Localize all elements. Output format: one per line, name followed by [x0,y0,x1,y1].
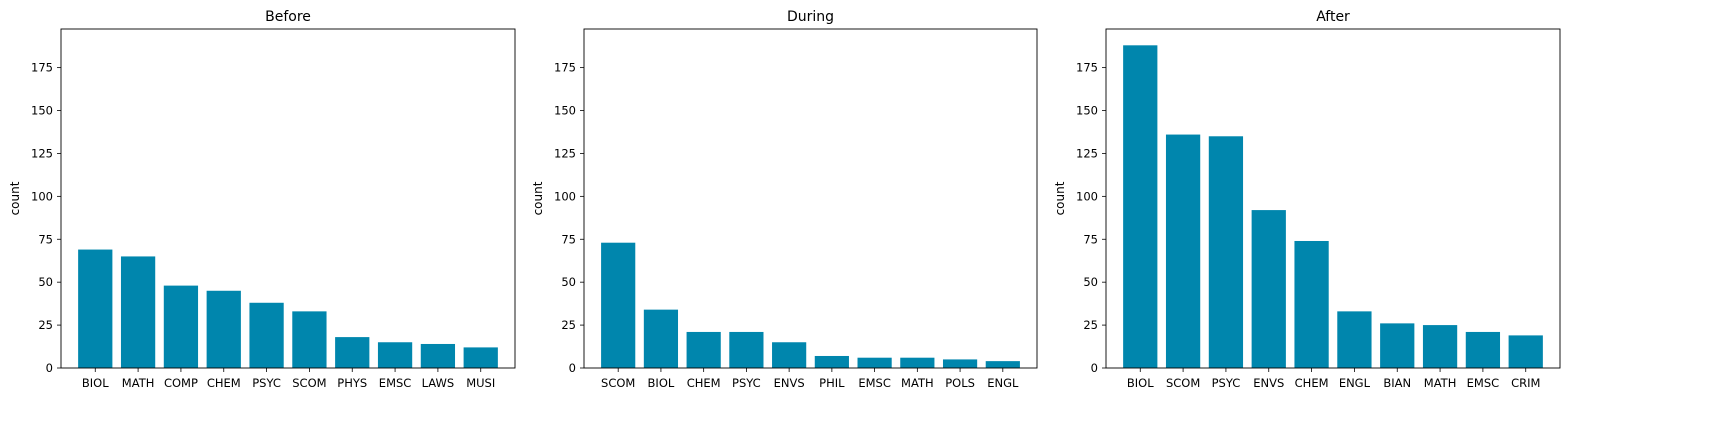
x-tick-label: ENGL [987,376,1019,390]
y-tick-label: 75 [38,232,53,246]
bar-biol [78,249,113,368]
bar-emsc [377,342,413,368]
chart-title: After [1316,9,1350,25]
bar-phil [814,355,849,368]
bar-biol [1123,45,1158,369]
y-tick-label: 50 [561,275,576,289]
x-tick-label: POLS [945,376,975,390]
y-tick-label: 125 [1076,146,1098,160]
y-axis-label: count [8,181,22,215]
bar-psyc [249,302,284,368]
y-tick-label: 175 [1076,61,1098,75]
x-tick-label: LAWS [422,376,455,390]
y-tick-label: 75 [561,232,576,246]
x-tick-label: BIOL [1127,376,1154,390]
x-tick-label: CHEM [1295,376,1329,390]
bar-emsc [857,357,892,368]
x-tick-label: COMP [164,376,198,390]
y-tick-label: 150 [554,104,576,118]
bar-math [120,256,156,368]
bar-crim [1508,335,1543,368]
y-tick-label: 0 [46,361,53,375]
bar-math [1422,325,1458,368]
plot-frame [583,28,1038,369]
x-tick-label: PHIL [819,376,845,390]
y-tick-label: 25 [38,318,53,332]
y-tick-label: 125 [31,146,53,160]
bar-engl [985,361,1020,368]
y-tick-label: 175 [554,61,576,75]
chart-title: During [787,9,834,25]
x-tick-label: MATH [122,376,155,390]
bar-envs [772,342,807,368]
bar-comp [163,285,199,368]
bar-math [900,357,935,368]
x-tick-label: PSYC [732,376,761,390]
x-tick-label: ENGL [1339,376,1371,390]
x-tick-label: EMSC [858,376,891,390]
bar-psyc [1208,136,1244,368]
plot-frame [60,28,516,369]
y-tick-label: 25 [1083,318,1098,332]
plot-frame [1105,28,1561,369]
y-tick-label: 50 [38,275,53,289]
x-tick-label: BIOL [82,376,109,390]
bar-scom [601,242,636,368]
x-tick-label: EMSC [1467,376,1500,390]
bar-scom [292,311,327,368]
x-tick-label: PSYC [1212,376,1241,390]
y-tick-label: 175 [31,61,53,75]
x-tick-label: MATH [901,376,934,390]
y-tick-label: 100 [31,189,53,203]
x-tick-label: PSYC [252,376,281,390]
bar-laws [420,343,456,368]
x-tick-label: EMSC [379,376,412,390]
x-tick-label: ENVS [1253,376,1284,390]
x-tick-label: MATH [1424,376,1457,390]
bar-bian [1380,323,1415,368]
x-tick-label: PHYS [337,376,367,390]
bar-psyc [729,331,764,368]
bar-phys [335,337,370,368]
y-tick-label: 75 [1083,232,1098,246]
bar-pols [942,359,978,368]
bar-emsc [1465,331,1501,368]
y-tick-label: 0 [1091,361,1098,375]
chart-panel-1: SCOM BIOL CHEM PSYC ENVS PHIL EMSC MATH POLS ENGL… [531,9,1038,390]
y-tick-label: 150 [31,104,53,118]
y-axis-label: count [1053,181,1067,215]
y-tick-label: 100 [554,189,576,203]
x-tick-label: CHEM [687,376,721,390]
chart-panel-2: BIOL SCOM PSYC ENVS CHEM ENGL BIAN MATH EMSC CRIM… [1053,9,1561,390]
bar-chem [206,290,241,368]
y-tick-label: 0 [569,361,576,375]
y-tick-label: 100 [1076,189,1098,203]
y-axis-label: count [531,181,545,215]
bar-musi [463,347,498,368]
bar-envs [1251,210,1286,368]
x-tick-label: BIAN [1383,376,1411,390]
x-tick-label: CRIM [1511,376,1540,390]
x-tick-label: BIOL [648,376,675,390]
x-tick-label: SCOM [601,376,635,390]
y-tick-label: 125 [554,146,576,160]
chart-panel-0: BIOL MATH COMP CHEM PSYC SCOM PHYS EMSC LAWS MUSI… [8,9,516,390]
bar-chem [686,331,721,368]
y-tick-label: 150 [1076,104,1098,118]
x-tick-label: SCOM [1166,376,1200,390]
bar-engl [1337,311,1372,368]
bar-scom [1165,134,1201,368]
bar-biol [643,309,679,368]
y-tick-label: 25 [561,318,576,332]
x-tick-label: CHEM [207,376,241,390]
x-tick-label: MUSI [466,376,495,390]
chart-title: Before [265,9,311,25]
x-tick-label: ENVS [774,376,805,390]
x-tick-label: SCOM [292,376,326,390]
bar-chem [1294,240,1329,368]
y-tick-label: 50 [1083,275,1098,289]
